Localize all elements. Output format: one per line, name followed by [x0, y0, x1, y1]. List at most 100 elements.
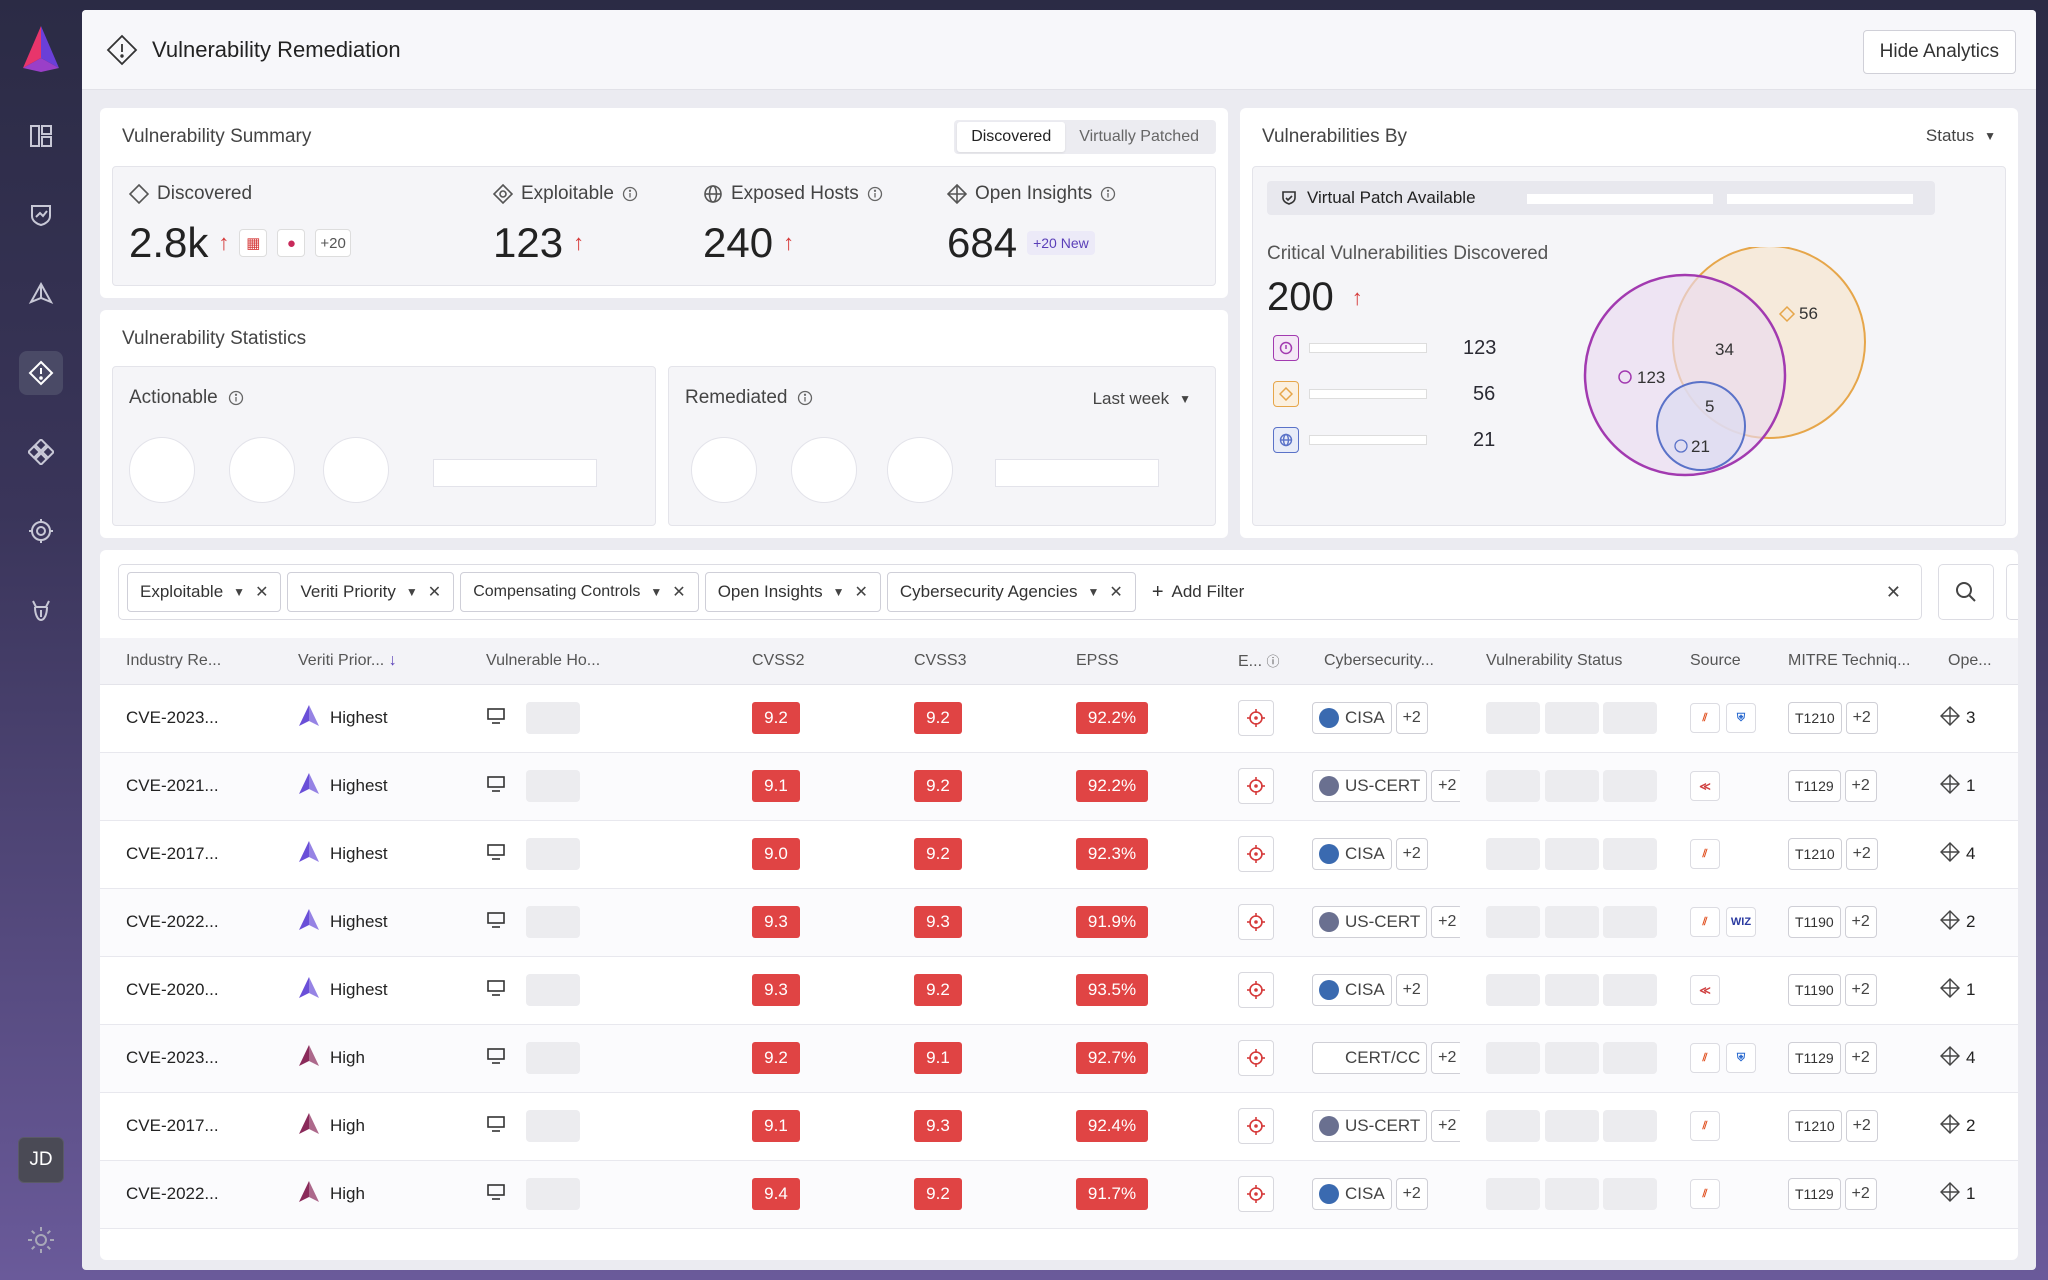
cve-id[interactable]: CVE-2022...: [126, 912, 219, 931]
agency-tag[interactable]: US-CERT: [1312, 770, 1428, 802]
column-header[interactable]: Vulnerable Ho...: [460, 638, 726, 685]
agency-tag[interactable]: US-CERT: [1312, 906, 1428, 938]
column-header[interactable]: Industry Re...: [100, 638, 272, 685]
table-row[interactable]: CVE-2023... High 9.2 9.1 92.7% CERT/CC +2…: [100, 1024, 2018, 1093]
table-row[interactable]: CVE-2017... High 9.1 9.3 92.4% US-CERT +2…: [100, 1092, 2018, 1161]
status-dropdown[interactable]: Status ▼: [1926, 126, 1996, 146]
agency-more-badge[interactable]: +2: [1395, 702, 1428, 734]
cve-id[interactable]: CVE-2021...: [126, 776, 219, 795]
mitre-tag[interactable]: T1210: [1788, 702, 1842, 734]
toggle-virtually-patched[interactable]: Virtually Patched: [1079, 128, 1199, 145]
agency-more-badge[interactable]: +2: [1395, 838, 1428, 870]
mitre-tag[interactable]: T1210: [1788, 1110, 1842, 1142]
column-header[interactable]: CVSS3: [888, 638, 1050, 685]
hide-analytics-button[interactable]: Hide Analytics: [1862, 30, 2016, 74]
agency-more-badge[interactable]: +2: [1431, 1042, 1460, 1074]
stat-exposed-hosts[interactable]: Exposed Hosts 240 ↑: [703, 183, 883, 267]
close-icon[interactable]: ✕: [672, 584, 686, 601]
period-dropdown[interactable]: Last week ▼: [1093, 389, 1191, 409]
virtual-patch-tab[interactable]: Virtual Patch Available: [1267, 181, 1935, 215]
mitre-more-badge[interactable]: +2: [1844, 906, 1877, 938]
stat-exploitable[interactable]: Exploitable 123 ↑: [493, 183, 638, 267]
table-row[interactable]: CVE-2022... Highest 9.3 9.3 91.9% US-CER…: [100, 888, 2018, 957]
mitre-more-badge[interactable]: +2: [1845, 838, 1878, 870]
stat-open-insights[interactable]: Open Insights 684 +20 New: [947, 183, 1116, 267]
column-header[interactable]: Ope...: [1922, 638, 2018, 685]
cve-id[interactable]: CVE-2022...: [126, 1184, 219, 1203]
mitre-more-badge[interactable]: +2: [1845, 702, 1878, 734]
agency-tag[interactable]: CISA: [1312, 974, 1392, 1006]
column-header[interactable]: EPSS: [1050, 638, 1212, 685]
exploit-target-icon[interactable]: [1238, 1176, 1274, 1212]
agency-more-badge[interactable]: +2: [1395, 974, 1428, 1006]
dashboard-icon[interactable]: [19, 114, 63, 158]
exploit-target-icon[interactable]: [1238, 700, 1274, 736]
cve-id[interactable]: CVE-2017...: [126, 1116, 219, 1135]
filter-chip-compensating-controls[interactable]: Compensating Controls ▼ ✕: [460, 572, 699, 612]
exploit-target-icon[interactable]: [1238, 768, 1274, 804]
exploit-target-icon[interactable]: [1238, 972, 1274, 1008]
cve-id[interactable]: CVE-2023...: [126, 1048, 219, 1067]
mitre-tag[interactable]: T1190: [1788, 974, 1841, 1006]
stat-discovered[interactable]: Discovered 2.8k ↑ ▦ ● +20: [129, 183, 351, 267]
filter-chip-cybersecurity-agencies[interactable]: Cybersecurity Agencies ▼ ✕: [886, 572, 1136, 612]
cve-id[interactable]: CVE-2017...: [126, 844, 219, 863]
table-row[interactable]: CVE-2017... Highest 9.0 9.2 92.3% CISA +2…: [100, 820, 2018, 889]
mitre-more-badge[interactable]: +2: [1844, 1178, 1877, 1210]
agency-tag[interactable]: CISA: [1312, 702, 1392, 734]
filter-chip-exploitable[interactable]: Exploitable ▼ ✕: [127, 572, 282, 612]
toggle-discovered[interactable]: Discovered: [957, 122, 1066, 152]
close-icon[interactable]: ✕: [1109, 584, 1123, 601]
exploit-target-icon[interactable]: [1238, 1040, 1274, 1076]
vulnerability-icon[interactable]: [19, 351, 63, 395]
threat-actor-icon[interactable]: [19, 588, 63, 632]
close-icon[interactable]: ✕: [427, 584, 442, 601]
mitre-tag[interactable]: T1129: [1788, 1042, 1841, 1074]
agency-tag[interactable]: US-CERT: [1312, 1110, 1428, 1142]
filter-chip-veriti-priority[interactable]: Veriti Priority ▼ ✕: [287, 572, 455, 612]
veriti-logo[interactable]: [19, 24, 63, 74]
agency-more-badge[interactable]: +2: [1431, 906, 1460, 938]
column-header[interactable]: MITRE Techniq...: [1762, 638, 1922, 685]
mitre-tag[interactable]: T1210: [1788, 838, 1842, 870]
exploit-target-icon[interactable]: [1238, 1108, 1274, 1144]
shield-trend-icon[interactable]: [19, 193, 63, 237]
filter-chip-open-insights[interactable]: Open Insights ▼ ✕: [704, 572, 881, 612]
agency-more-badge[interactable]: +2: [1431, 770, 1460, 802]
agency-more-badge[interactable]: +2: [1431, 1110, 1460, 1142]
close-icon[interactable]: ✕: [854, 584, 868, 601]
gear-icon[interactable]: [26, 1225, 56, 1255]
integrations-icon[interactable]: [19, 430, 63, 474]
mitre-more-badge[interactable]: +2: [1844, 974, 1877, 1006]
target-icon[interactable]: [19, 509, 63, 553]
mitre-tag[interactable]: T1129: [1788, 770, 1841, 802]
mitre-more-badge[interactable]: +2: [1844, 1042, 1877, 1074]
column-header[interactable]: Source: [1664, 638, 1762, 685]
table-row[interactable]: CVE-2021... Highest 9.1 9.2 92.2% US-CER…: [100, 752, 2018, 821]
user-avatar[interactable]: JD: [18, 1137, 64, 1183]
mitre-tag[interactable]: T1129: [1788, 1178, 1841, 1210]
column-header-exploitable[interactable]: E... ⓘ: [1212, 638, 1298, 685]
search-button[interactable]: [1938, 564, 1994, 620]
column-header-priority[interactable]: Veriti Prior... ↓: [272, 638, 460, 685]
agency-tag[interactable]: CERT/CC: [1312, 1042, 1428, 1074]
posture-icon[interactable]: [19, 272, 63, 316]
exploit-target-icon[interactable]: [1238, 836, 1274, 872]
column-header[interactable]: CVSS2: [726, 638, 888, 685]
cve-id[interactable]: CVE-2020...: [126, 980, 219, 999]
mitre-tag[interactable]: T1190: [1788, 906, 1841, 938]
close-icon[interactable]: ✕: [255, 584, 269, 601]
mitre-more-badge[interactable]: +2: [1845, 1110, 1878, 1142]
venn-circle-exposed[interactable]: [1656, 381, 1746, 471]
table-row[interactable]: CVE-2020... Highest 9.3 9.2 93.5% CISA +2…: [100, 956, 2018, 1025]
table-row[interactable]: CVE-2023... Highest 9.2 9.2 92.2% CISA +2…: [100, 684, 2018, 753]
table-row[interactable]: CVE-2022... High 9.4 9.2 91.7% CISA +2 ⫽ …: [100, 1160, 2018, 1229]
agency-tag[interactable]: CISA: [1312, 838, 1392, 870]
exploit-target-icon[interactable]: [1238, 904, 1274, 940]
agency-tag[interactable]: CISA: [1312, 1178, 1392, 1210]
cve-id[interactable]: CVE-2023...: [126, 708, 219, 727]
agency-more-badge[interactable]: +2: [1395, 1178, 1428, 1210]
column-header[interactable]: Cybersecurity...: [1298, 638, 1460, 685]
column-header[interactable]: Vulnerability Status: [1460, 638, 1664, 685]
mitre-more-badge[interactable]: +2: [1844, 770, 1877, 802]
